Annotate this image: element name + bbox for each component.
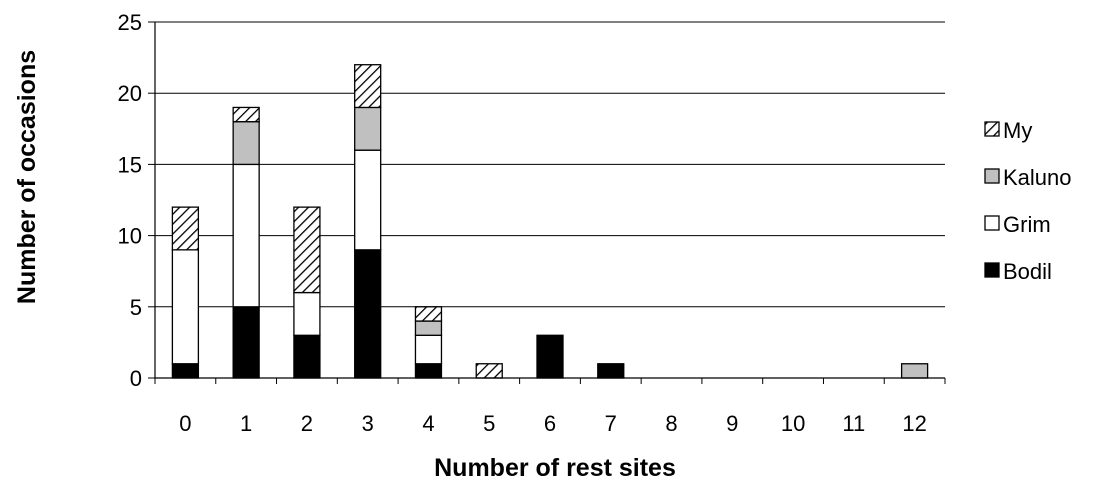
x-tick-label: 9 (726, 411, 738, 436)
x-tick-label: 12 (902, 411, 926, 436)
y-axis-label: Number of occasions (13, 50, 41, 304)
x-tick-label: 11 (842, 411, 865, 436)
axes (154, 22, 945, 379)
legend-label-bodil: Bodil (1003, 259, 1052, 284)
bars (171, 64, 929, 379)
bar-segment-grim-3 (354, 149, 382, 251)
bar-segment-my-1 (232, 106, 260, 123)
x-tick-labels: 0 1 2 3 4 5 6 7 8 9 10 11 12 (154, 378, 946, 436)
y-tick-label: 0 (130, 366, 142, 391)
y-tick-label: 10 (118, 224, 142, 249)
bar-segment-bodil-7 (597, 363, 625, 379)
bar-segment-my-2 (293, 206, 321, 294)
legend-label-kaluno: Kaluno (1003, 165, 1072, 190)
x-tick-label: 6 (544, 411, 556, 436)
x-tick-label: 8 (665, 411, 677, 436)
bar-segment-bodil-4 (414, 363, 443, 379)
legend-swatch-bodil (984, 262, 1000, 278)
x-tick-label: 1 (240, 411, 252, 436)
bar-segment-bodil-6 (536, 334, 564, 379)
legend-swatch-grim (984, 215, 1000, 231)
x-axis-label: Number of rest sites (434, 454, 676, 482)
bar-segment-kaluno-3 (354, 106, 382, 151)
bar-segment-my-0 (171, 206, 200, 251)
legend: My Kaluno Grim Bodil (984, 118, 1072, 284)
legend-swatch-kaluno (984, 168, 1000, 184)
bar-segment-grim-0 (171, 249, 200, 365)
y-tick-label: 20 (118, 81, 142, 106)
bar-segment-grim-1 (232, 163, 260, 308)
x-tick-label: 10 (781, 411, 805, 436)
bar-segment-kaluno-1 (232, 121, 260, 166)
x-tick-label: 2 (301, 411, 313, 436)
legend-label-grim: Grim (1003, 212, 1051, 237)
bar-segment-kaluno-4 (414, 320, 443, 336)
y-tick-label: 25 (118, 10, 142, 35)
x-tick-label: 7 (605, 411, 617, 436)
gridlines (155, 21, 945, 308)
y-tick-labels: 0 5 10 15 20 25 (118, 10, 155, 391)
bar-segment-bodil-3 (354, 249, 382, 379)
bar-segment-grim-4 (414, 334, 443, 365)
x-tick-label: 0 (179, 411, 191, 436)
bar-segment-my-4 (414, 306, 443, 322)
x-tick-label: 3 (362, 411, 374, 436)
bar-segment-my-5 (475, 363, 503, 379)
x-tick-label: 5 (483, 411, 495, 436)
x-tick-label: 4 (422, 411, 434, 436)
y-tick-label: 15 (118, 152, 142, 177)
bar-segment-bodil-0 (171, 363, 200, 379)
bar-segment-bodil-2 (293, 334, 321, 379)
bar-segment-my-3 (354, 64, 382, 109)
bar-segment-grim-2 (293, 291, 321, 336)
legend-swatch-my (984, 121, 1000, 137)
bar-segment-kaluno-12 (900, 363, 929, 379)
legend-label-my: My (1003, 118, 1032, 143)
y-tick-label: 5 (130, 295, 142, 320)
bar-segment-bodil-1 (232, 306, 260, 379)
